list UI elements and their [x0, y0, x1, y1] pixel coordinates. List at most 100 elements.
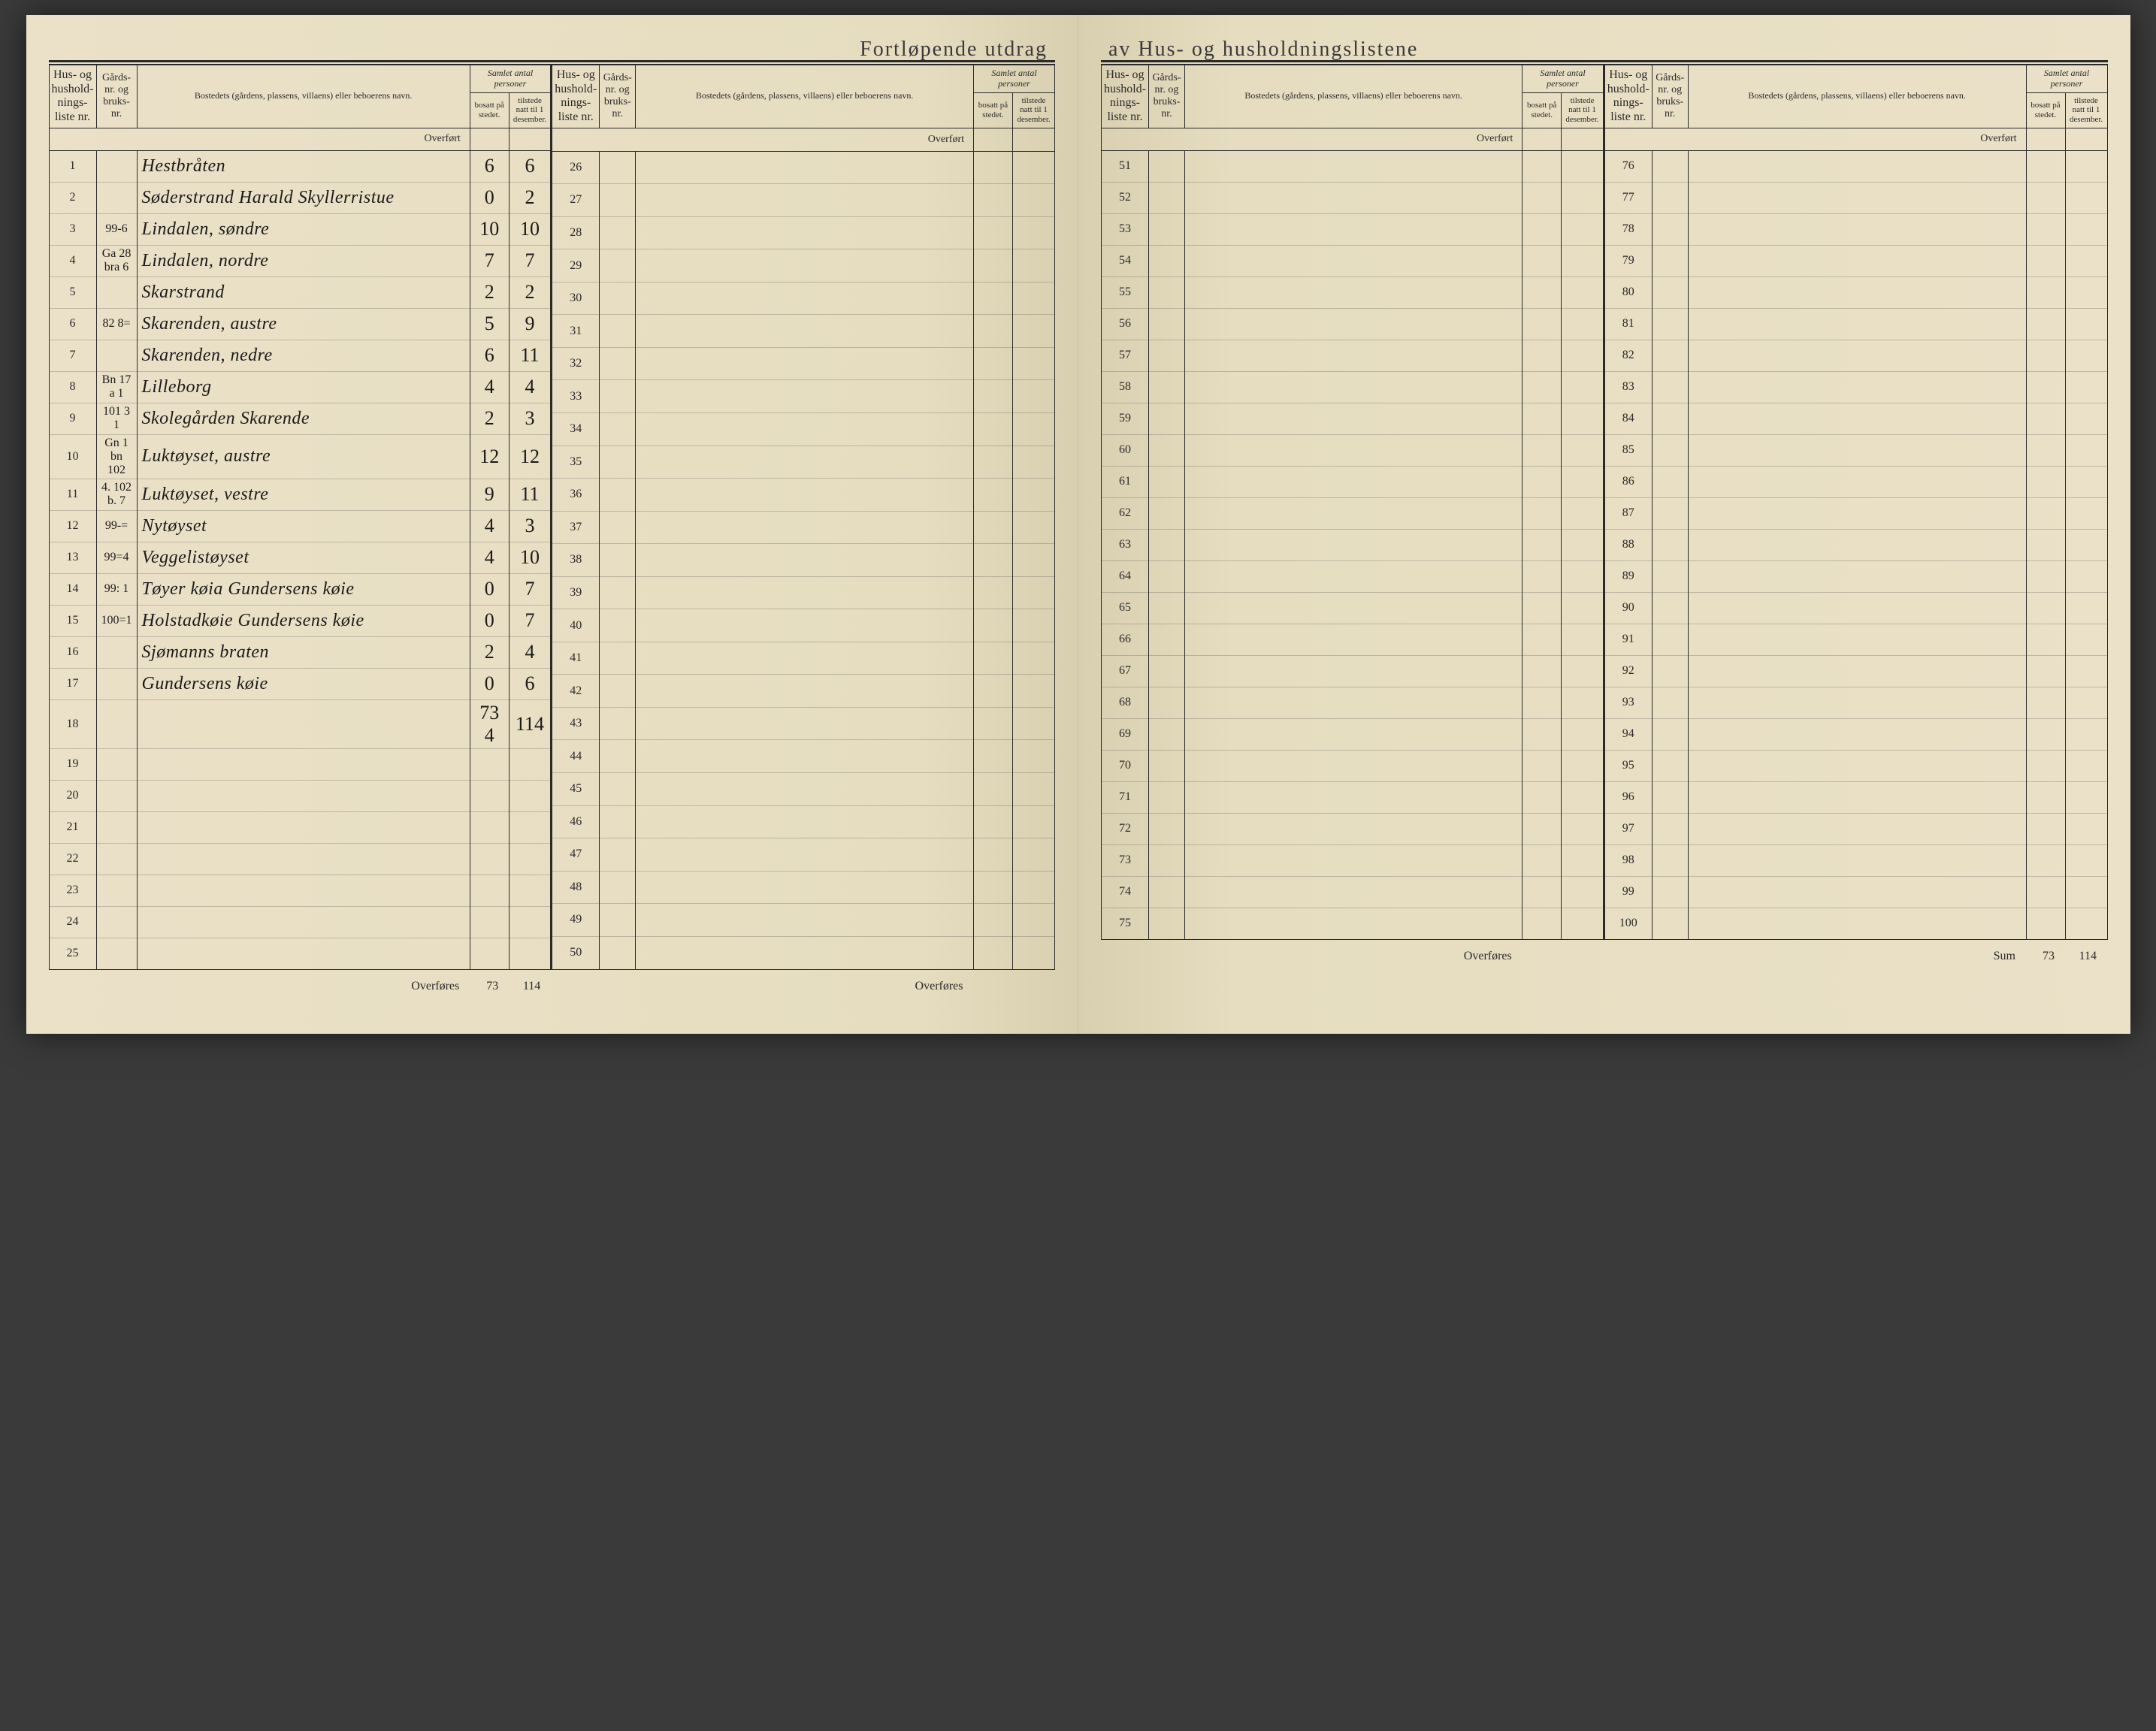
- cell-bosatt: [1523, 466, 1562, 497]
- table-row: 45: [552, 773, 1055, 806]
- table-row: 38: [552, 544, 1055, 577]
- cell-liste-nr: 13: [49, 542, 96, 573]
- cell-gard-nr: [1652, 371, 1688, 403]
- cell-liste-nr: 55: [1102, 276, 1149, 308]
- cell-tilstede: [1013, 216, 1055, 249]
- table-row: 682 8=Skarenden, austre59: [49, 308, 551, 340]
- cell-tilstede: [1013, 576, 1055, 609]
- cell-tilstede: [1013, 151, 1055, 184]
- cell-liste-nr: 34: [552, 413, 600, 446]
- cell-liste-nr: 37: [552, 511, 600, 544]
- cell-bosatt: [2026, 340, 2065, 371]
- cell-tilstede: 2: [509, 182, 551, 213]
- cell-liste-nr: 84: [1604, 403, 1652, 434]
- table-row: 32: [552, 347, 1055, 380]
- cell-tilstede: [1013, 184, 1055, 217]
- cell-tilstede: [1013, 511, 1055, 544]
- cell-bosatt: [1523, 308, 1562, 340]
- cell-tilstede: [1562, 624, 1604, 655]
- cell-bosatt: [974, 282, 1013, 315]
- cell-gard-nr: [600, 413, 636, 446]
- cell-bosted-navn: [137, 699, 470, 748]
- cell-bosted-navn: [1185, 276, 1523, 308]
- hdr-samlet: Samlet antal personer: [2026, 65, 2107, 93]
- table-row: 78: [1604, 213, 2107, 245]
- cell-bosted-navn: Lindalen, nordre: [137, 245, 470, 276]
- cell-tilstede: [1013, 544, 1055, 577]
- table-row: 1399=4Veggelistøyset410: [49, 542, 551, 573]
- label-overfores: Overføres: [1102, 939, 1523, 974]
- hdr-bosatt: bosatt på stedet.: [1523, 92, 1562, 128]
- cell-gard-nr: [600, 511, 636, 544]
- cell-bosatt: [1523, 340, 1562, 371]
- cell-bosatt: [1523, 276, 1562, 308]
- table-row: 19: [49, 748, 551, 780]
- cell-bosatt: [1523, 908, 1562, 939]
- cell-gard-nr: Bn 17 a 1: [96, 371, 137, 403]
- cell-tilstede: [1562, 403, 1604, 434]
- table-row: 50: [552, 936, 1055, 969]
- cell-bosted-navn: [137, 875, 470, 906]
- table-row: 87: [1604, 497, 2107, 529]
- cell-gard-nr: [1652, 718, 1688, 750]
- table-row: 2Søderstrand Harald Skyllerristue02: [49, 182, 551, 213]
- footer-overfores: Overføres: [1102, 939, 1604, 974]
- cell-bosatt: [470, 811, 509, 843]
- cell-liste-nr: 25: [49, 938, 96, 969]
- cell-tilstede: 3: [509, 403, 551, 434]
- cell-bosted-navn: [1688, 497, 2026, 529]
- cell-bosatt: [974, 675, 1013, 708]
- cell-bosatt: [2026, 655, 2065, 687]
- cell-bosted-navn: [1185, 182, 1523, 213]
- cell-gard-nr: [1149, 245, 1185, 276]
- cell-bosted-navn: Lindalen, søndre: [137, 213, 470, 245]
- cell-bosted-navn: [1688, 781, 2026, 813]
- cell-liste-nr: 60: [1102, 434, 1149, 466]
- table-row: 23: [49, 875, 551, 906]
- cell-tilstede: [1562, 340, 1604, 371]
- cell-bosatt: [2026, 750, 2065, 781]
- cell-bosted-navn: [636, 380, 974, 413]
- table-row: 17Gundersens køie06: [49, 668, 551, 699]
- cell-gard-nr: [1149, 403, 1185, 434]
- cell-bosatt: [974, 707, 1013, 740]
- cell-liste-nr: 69: [1102, 718, 1149, 750]
- hdr-liste: Hus- og hushold-nings-liste nr.: [552, 65, 600, 128]
- hdr-gard: Gårds-nr. og bruks-nr.: [1149, 65, 1185, 128]
- cell-bosatt: [1523, 813, 1562, 844]
- table-row: 53: [1102, 213, 1604, 245]
- cell-bosatt: 0: [470, 573, 509, 605]
- cell-bosatt: 0: [470, 182, 509, 213]
- cell-tilstede: [509, 843, 551, 875]
- cell-tilstede: [1013, 380, 1055, 413]
- cell-liste-nr: 40: [552, 609, 600, 642]
- cell-tilstede: [509, 780, 551, 811]
- cell-bosatt: [2026, 403, 2065, 434]
- cell-bosted-navn: [1688, 150, 2026, 182]
- hdr-samlet: Samlet antal personer: [974, 65, 1055, 93]
- cell-bosatt: [470, 780, 509, 811]
- cell-tilstede: [1562, 876, 1604, 908]
- cell-gard-nr: [1149, 560, 1185, 592]
- cell-bosatt: [2026, 844, 2065, 876]
- cell-bosatt: [1523, 718, 1562, 750]
- cell-tilstede: [1562, 434, 1604, 466]
- cell-tilstede: [2065, 718, 2107, 750]
- cell-bosted-navn: [636, 609, 974, 642]
- cell-bosted-navn: Nytøyset: [137, 510, 470, 542]
- cell-bosted-navn: [1185, 529, 1523, 560]
- cell-liste-nr: 46: [552, 805, 600, 838]
- hdr-bosatt: bosatt på stedet.: [470, 92, 509, 128]
- cell-liste-nr: 80: [1604, 276, 1652, 308]
- cell-gard-nr: 4. 102 b. 7: [96, 479, 137, 510]
- cell-liste-nr: 95: [1604, 750, 1652, 781]
- cell-tilstede: [1013, 609, 1055, 642]
- cell-bosatt: [974, 347, 1013, 380]
- cell-tilstede: [1013, 904, 1055, 937]
- cell-liste-nr: 16: [49, 636, 96, 668]
- table-row: 59: [1102, 403, 1604, 434]
- cell-liste-nr: 88: [1604, 529, 1652, 560]
- table-row: 64: [1102, 560, 1604, 592]
- cell-bosted-navn: [1185, 781, 1523, 813]
- cell-tilstede: [1013, 282, 1055, 315]
